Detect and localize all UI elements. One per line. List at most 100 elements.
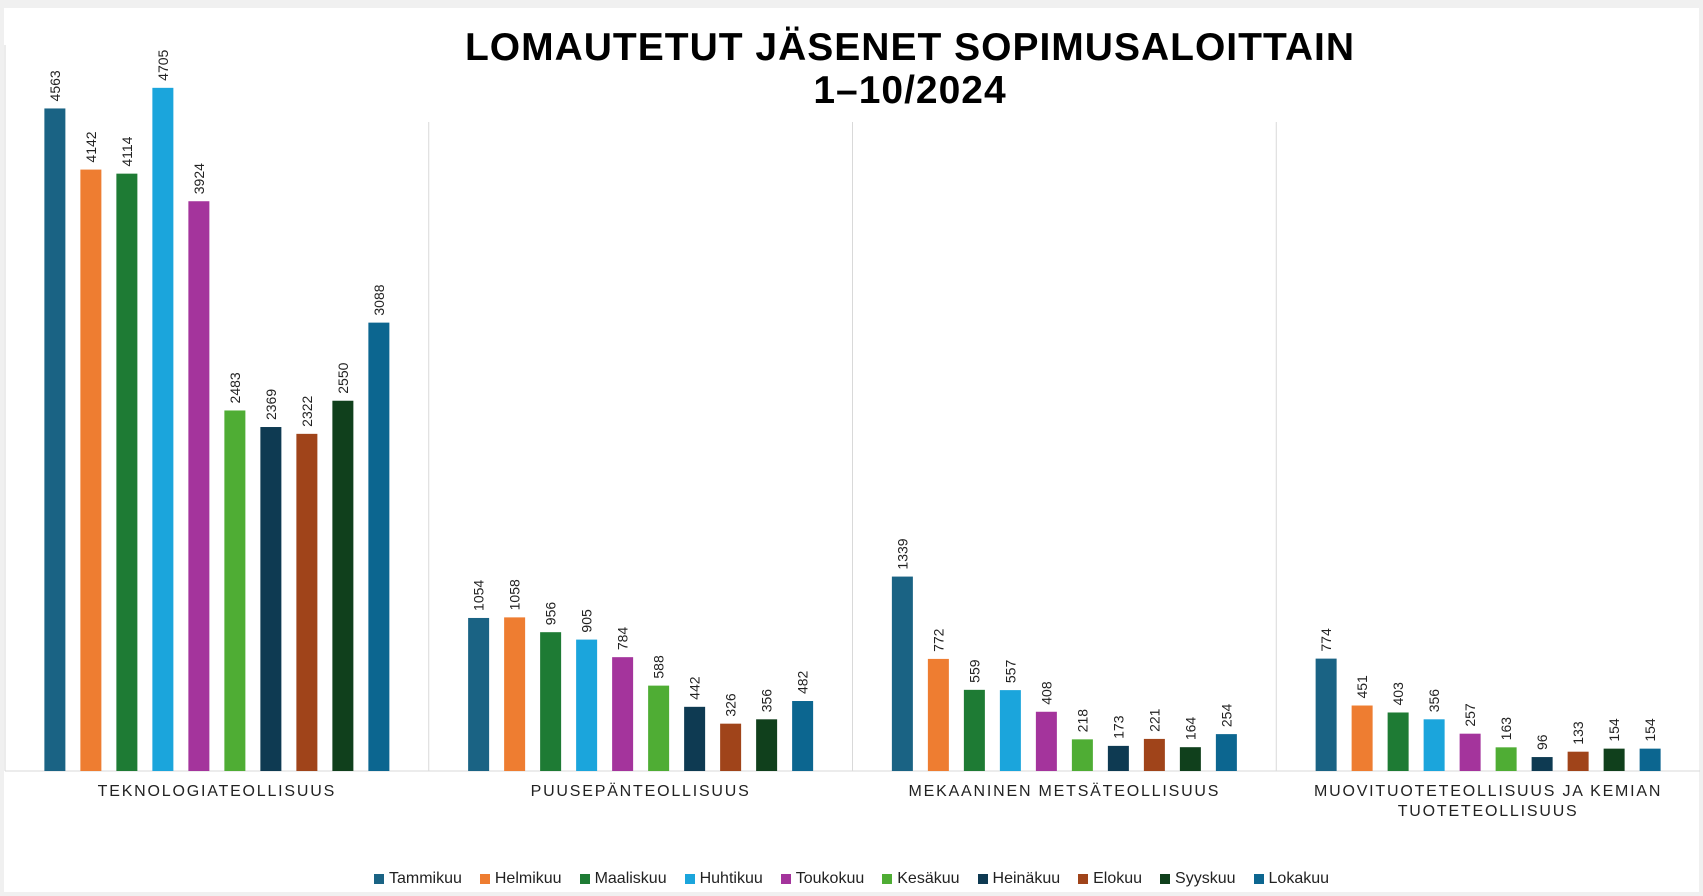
- bar: [296, 433, 318, 771]
- legend-item: Kesäkuu: [882, 870, 960, 888]
- category-label: MUOVITUOTETEOLLISUUS JA KEMIAN TUOTETEOL…: [1313, 783, 1663, 820]
- data-label: 2369: [263, 389, 279, 420]
- legend-label: Kesäkuu: [897, 870, 960, 887]
- bar: [44, 108, 66, 772]
- data-label: 1058: [507, 579, 523, 610]
- data-label: 218: [1074, 709, 1090, 733]
- data-label: 784: [615, 627, 631, 651]
- data-label: 451: [1354, 675, 1370, 699]
- bar: [332, 400, 354, 771]
- data-label: 164: [1182, 717, 1198, 741]
- bar: [1603, 748, 1625, 771]
- data-label: 2550: [335, 362, 351, 393]
- data-label: 403: [1390, 682, 1406, 706]
- data-label: 154: [1642, 718, 1658, 742]
- bar: [891, 576, 913, 771]
- data-label: 133: [1570, 721, 1586, 745]
- bar: [468, 617, 490, 771]
- data-label: 4563: [47, 70, 63, 101]
- bar: [152, 87, 174, 772]
- legend-item: Heinäkuu: [977, 870, 1060, 888]
- data-label: 557: [1002, 660, 1018, 684]
- legend-swatch: [479, 874, 490, 884]
- data-label: 4142: [83, 131, 99, 162]
- data-label: 1339: [894, 538, 910, 569]
- data-label: 774: [1318, 628, 1334, 652]
- bar: [260, 427, 282, 771]
- data-label: 173: [1110, 715, 1126, 739]
- bar: [612, 657, 634, 771]
- data-label: 772: [930, 628, 946, 652]
- legend-swatch: [373, 874, 384, 884]
- data-label: 254: [1218, 704, 1234, 728]
- bar: [1315, 658, 1337, 771]
- legend-label: Tammikuu: [388, 870, 462, 887]
- bar: [1567, 751, 1589, 771]
- legend-swatch: [977, 874, 988, 884]
- legend-item: Maaliskuu: [579, 870, 667, 888]
- data-label: 4705: [155, 49, 171, 80]
- data-label: 2322: [299, 395, 315, 426]
- bar: [224, 410, 246, 771]
- legend-item: Elokuu: [1078, 870, 1142, 888]
- legend-swatch: [882, 874, 893, 884]
- bar: [792, 701, 814, 771]
- bar: [1215, 734, 1237, 771]
- data-label: 905: [579, 609, 595, 633]
- data-label: 3924: [191, 163, 207, 194]
- bar: [684, 706, 706, 771]
- legend: Tammikuu Helmikuu Maaliskuu Huhtikuu Toukoku…: [0, 870, 1703, 888]
- data-label: 356: [759, 689, 775, 713]
- bar: [1035, 711, 1057, 771]
- bar: [963, 689, 985, 771]
- bar: [188, 201, 210, 771]
- data-label: 154: [1606, 718, 1622, 742]
- legend-label: Maaliskuu: [594, 870, 667, 887]
- legend-label: Elokuu: [1093, 870, 1143, 887]
- bar: [1639, 748, 1661, 771]
- chart-title: LOMAUTETUT JÄSENET SOPIMUSALOITTAIN 1–10…: [464, 26, 1356, 112]
- bar: [1107, 745, 1129, 771]
- data-label: 221: [1146, 708, 1162, 732]
- legend-item: Toukokuu: [780, 870, 864, 888]
- data-label: 1054: [471, 580, 487, 611]
- legend-item: Syyskuu: [1160, 870, 1236, 888]
- bar: [1179, 747, 1201, 771]
- bar: [368, 322, 390, 771]
- bar: [576, 639, 598, 771]
- legend-swatch: [684, 874, 695, 884]
- legend-label: Syyskuu: [1175, 870, 1236, 887]
- chart-area: [4, 8, 1699, 892]
- category-label: TEKNOLOGIATEOLLISUUS: [97, 783, 337, 800]
- bar: [927, 658, 949, 771]
- legend-label: Huhtikuu: [699, 870, 763, 887]
- data-label: 3088: [371, 284, 387, 315]
- bar: [1387, 712, 1409, 771]
- data-label: 257: [1462, 703, 1478, 727]
- bar: [1071, 739, 1093, 771]
- data-label: 588: [651, 655, 667, 679]
- data-label: 482: [795, 670, 811, 694]
- bar: [540, 632, 562, 771]
- legend-item: Helmikuu: [479, 870, 562, 888]
- bar: [1531, 757, 1553, 771]
- data-label: 96: [1534, 734, 1550, 750]
- data-label: 956: [543, 602, 559, 626]
- data-label: 2483: [227, 372, 243, 403]
- data-label: 4114: [119, 136, 135, 166]
- data-label: 408: [1038, 681, 1054, 705]
- bar: [1143, 738, 1165, 771]
- legend-label: Lokakuu: [1268, 870, 1330, 887]
- bar: [80, 169, 102, 771]
- bar: [1459, 733, 1481, 771]
- legend-swatch: [1253, 874, 1264, 884]
- category-label: MEKAANINEN METSÄTEOLLISUUS: [908, 783, 1221, 800]
- data-label: 326: [723, 693, 739, 717]
- legend-swatch: [780, 874, 791, 884]
- data-label: 442: [687, 676, 703, 700]
- category-label: PUUSEPÄNTEOLLISUUS: [530, 783, 751, 800]
- bar: [999, 690, 1021, 771]
- legend-label: Helmikuu: [494, 870, 562, 887]
